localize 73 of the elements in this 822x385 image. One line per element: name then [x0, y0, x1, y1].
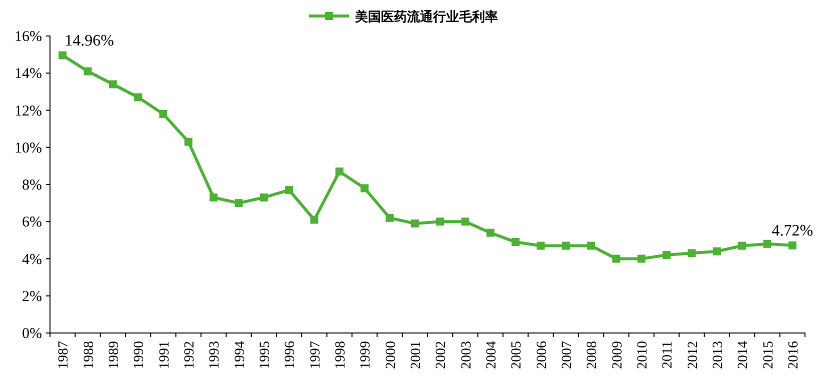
y-tick-label: 8%	[22, 178, 42, 194]
point	[386, 214, 394, 222]
point	[436, 218, 444, 226]
point	[134, 93, 142, 102]
x-tick-label: 1999	[358, 341, 374, 369]
point	[184, 138, 192, 146]
x-tick-label: 1989	[106, 341, 122, 369]
x-tick-label: 2001	[408, 341, 424, 369]
legend-label: 美国医药流通行业毛利率	[354, 9, 498, 25]
x-tick-label: 2009	[610, 341, 626, 369]
point	[587, 242, 596, 250]
point	[461, 218, 470, 226]
point	[612, 254, 620, 263]
point	[285, 186, 294, 194]
point	[486, 228, 494, 237]
point	[360, 184, 369, 192]
point	[562, 242, 570, 250]
point	[763, 240, 772, 248]
point	[234, 199, 243, 208]
x-tick-label: 2006	[534, 341, 550, 369]
point	[662, 251, 671, 260]
y-tick-label: 12%	[14, 103, 42, 120]
x-tick-label: 2005	[510, 341, 525, 369]
point	[410, 219, 419, 228]
x-tick-label: 1998	[333, 341, 348, 369]
x-tick-label: 2010	[635, 341, 650, 369]
x-tick-label: 1991	[157, 341, 172, 369]
point	[738, 242, 746, 250]
x-tick-label: 2015	[761, 341, 776, 369]
x-tick-label: 1994	[232, 341, 248, 369]
y-tick-label: 10%	[14, 140, 42, 156]
x-tick-label: 1990	[132, 341, 148, 369]
y-tick-label: 0%	[22, 326, 42, 342]
legend: 美国医药流通行业毛利率	[309, 10, 498, 25]
point	[712, 247, 721, 256]
x-tick-label: 2000	[384, 341, 399, 369]
point	[335, 168, 344, 176]
point	[310, 216, 318, 224]
point	[637, 254, 646, 263]
x-tick-label: 1997	[308, 341, 324, 369]
x-tick-label: 2007	[560, 341, 575, 369]
x-tick-label: 2011	[660, 341, 676, 368]
y-tick-label: 6%	[22, 214, 42, 231]
data-label: 4.72%	[772, 222, 814, 240]
y-tick-label: 4%	[22, 252, 42, 268]
point	[210, 193, 218, 202]
x-tick-label: 2013	[710, 341, 726, 369]
data-label: 14.96%	[64, 32, 114, 50]
y-tick-label: 16%	[14, 29, 42, 45]
y-tick-label: 14%	[14, 66, 42, 82]
x-tick-label: 1987	[56, 341, 72, 369]
x-tick-label: 2002	[434, 341, 450, 369]
point	[536, 242, 545, 250]
x-tick-label: 2003	[459, 341, 474, 369]
point	[260, 193, 268, 202]
point	[788, 241, 796, 250]
x-tick-label: 1993	[208, 341, 223, 369]
x-tick-label: 2014	[736, 341, 752, 369]
x-tick-label: 2016	[786, 341, 802, 369]
point	[108, 80, 117, 88]
x-tick-label: 2012	[686, 341, 701, 369]
point	[84, 67, 92, 76]
x-tick-label: 1996	[283, 341, 298, 369]
x-tick-label: 1995	[258, 341, 273, 369]
point	[688, 249, 696, 258]
x-tick-label: 1992	[182, 341, 198, 369]
y-tick-label: 2%	[22, 288, 42, 305]
point	[512, 238, 520, 246]
x-tick-label: 2008	[585, 341, 600, 369]
point	[58, 51, 67, 60]
point	[159, 110, 168, 118]
x-tick-label: 2004	[484, 341, 500, 369]
x-tick-label: 1988	[82, 341, 97, 369]
